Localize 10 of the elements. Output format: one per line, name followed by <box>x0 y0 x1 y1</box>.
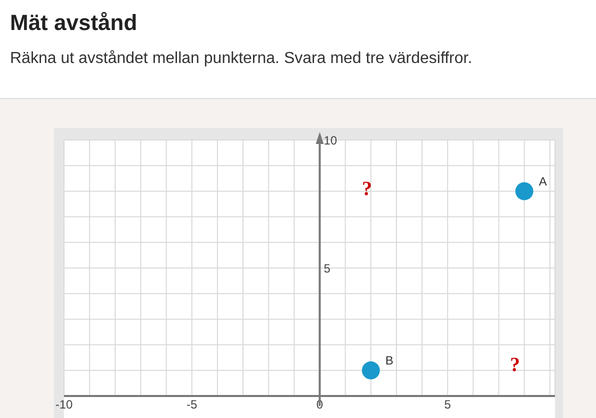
x-tick-label: -5 <box>186 398 198 412</box>
chart-title: Mät avstånd <box>10 10 138 36</box>
x-tick-label: -10 <box>55 398 73 412</box>
chart-subtitle: Räkna ut avståndet mellan punkterna. Svara med tre värdesiffror. <box>10 50 472 68</box>
annotation: ? <box>510 354 520 377</box>
x-tick-label: 5 <box>444 398 452 412</box>
y-tick-label: 10 <box>324 133 338 148</box>
annotation: ? <box>362 178 372 201</box>
data-label: B <box>385 354 394 368</box>
data-label: A <box>538 174 547 188</box>
